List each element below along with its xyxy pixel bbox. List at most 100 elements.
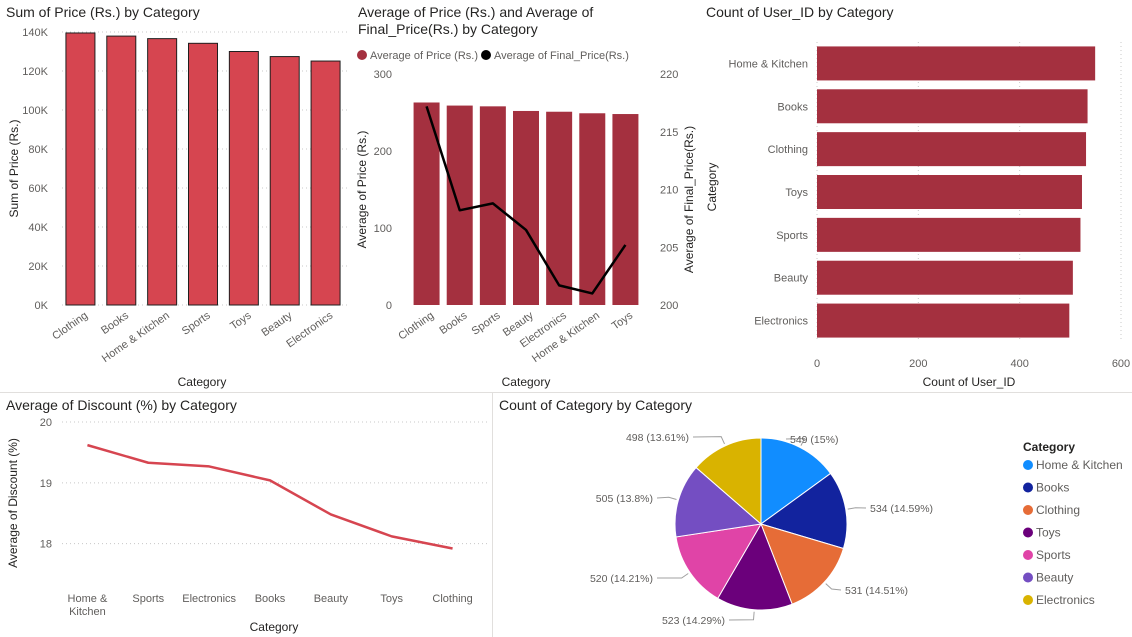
legend-label: Clothing bbox=[1036, 503, 1080, 517]
bar bbox=[817, 260, 1073, 295]
y-tick-label-left: 100 bbox=[374, 223, 392, 235]
bar bbox=[817, 132, 1087, 167]
y-tick-label-right: 200 bbox=[660, 300, 678, 312]
y-tick-label: 0K bbox=[35, 300, 49, 312]
sum-price-chart-panel: Sum of Price (Rs.) by Category 0K 20K 40K 6… bbox=[0, 0, 352, 392]
bar bbox=[612, 114, 639, 305]
y-axis-title: Average of Discount (%) bbox=[6, 438, 20, 568]
y-tick-label: 60K bbox=[28, 183, 48, 195]
bar bbox=[147, 38, 178, 306]
bar bbox=[546, 111, 573, 305]
x-axis-title: Category bbox=[178, 375, 227, 389]
legend-label-final-price: Average of Final_Price(Rs.) bbox=[494, 50, 629, 62]
final-price-line bbox=[425, 105, 627, 295]
y-tick-label-right: 215 bbox=[660, 127, 678, 139]
avg-price-combo-chart-panel: Average of Price (Rs.) and Average of Fi… bbox=[352, 0, 700, 392]
y-tick-label: Sports bbox=[776, 230, 808, 242]
y-tick-label: 40K bbox=[28, 222, 48, 234]
bar bbox=[269, 56, 300, 306]
y-tick-label: 140K bbox=[22, 27, 48, 39]
x-tick-label: Electronics bbox=[284, 309, 335, 350]
x-tick-label: Clothing bbox=[50, 310, 90, 343]
x-tick-label: Sports bbox=[132, 593, 164, 605]
leader-line bbox=[728, 611, 755, 621]
data-label: 523 (14.29%) bbox=[662, 615, 725, 627]
x-tick-label: Electronics bbox=[182, 593, 236, 605]
x-tick-label: Toys bbox=[228, 309, 254, 332]
leader-line bbox=[656, 496, 677, 500]
discount-line bbox=[87, 443, 453, 550]
x-tick-label: Books bbox=[255, 593, 286, 605]
data-label: 534 (14.59%) bbox=[870, 503, 933, 515]
bar bbox=[513, 110, 539, 306]
pie-slice bbox=[675, 523, 762, 600]
x-tick-label: Books bbox=[99, 309, 131, 337]
legend-marker-final-price bbox=[481, 50, 491, 60]
y-tick-label: 100K bbox=[22, 105, 48, 117]
discount-chart-panel: Average of Discount (%) by Category 18 19… bbox=[0, 393, 492, 637]
y-tick-label: Toys bbox=[785, 187, 808, 199]
data-label: 549 (15%) bbox=[790, 434, 838, 446]
y-tick-label-right: 210 bbox=[660, 185, 678, 197]
legend-marker-price bbox=[357, 50, 367, 60]
discount-line-chart: 18 19 20 Home & Kitchen Sports Electronics Book… bbox=[6, 417, 488, 634]
bar bbox=[188, 42, 218, 306]
chart-title: Count of Category by Category bbox=[499, 397, 692, 413]
data-label: 498 (13.61%) bbox=[626, 432, 689, 444]
y-axis-title-right: Average of Final_Price(Rs.) bbox=[682, 126, 696, 273]
y-tick-label: Electronics bbox=[754, 316, 808, 328]
x-tick-label: Books bbox=[438, 309, 470, 337]
x-tick-label: Home & Kitchen bbox=[68, 593, 108, 618]
avg-price-combo-chart: Average of Price (Rs.) Average of Final_P… bbox=[355, 50, 696, 389]
bar bbox=[817, 217, 1081, 252]
bar bbox=[310, 60, 341, 306]
leader-line bbox=[825, 583, 842, 591]
pie-slice bbox=[674, 466, 763, 538]
legend-label: Sports bbox=[1036, 548, 1071, 562]
leader-line bbox=[847, 507, 867, 510]
y-axis-title: Category bbox=[705, 163, 719, 212]
x-tick-label: 200 bbox=[909, 358, 927, 370]
legend-marker bbox=[1023, 595, 1033, 605]
y-tick-label: 80K bbox=[28, 144, 48, 156]
y-tick-label: Clothing bbox=[768, 144, 808, 156]
data-label: 505 (13.8%) bbox=[596, 493, 653, 505]
y-tick-label-left: 200 bbox=[374, 146, 392, 158]
bar bbox=[228, 51, 259, 306]
bar bbox=[817, 46, 1096, 81]
y-tick-label: 20K bbox=[28, 261, 48, 273]
legend-title: Category bbox=[1023, 440, 1075, 454]
bar bbox=[817, 89, 1088, 124]
x-axis-title: Category bbox=[250, 620, 299, 634]
x-tick-label: Toys bbox=[610, 309, 636, 332]
leader-line bbox=[692, 436, 725, 445]
y-tick-label-right: 220 bbox=[660, 69, 678, 81]
chart-title: Average of Discount (%) by Category bbox=[6, 397, 237, 413]
x-tick-label: Beauty bbox=[259, 309, 294, 339]
chart-title: Sum of Price (Rs.) by Category bbox=[6, 4, 200, 20]
legend-marker bbox=[1023, 550, 1033, 560]
category-pie-chart-panel: Count of Category by Category 549 (15%) 5… bbox=[493, 393, 1132, 637]
y-tick-label: 120K bbox=[22, 66, 48, 78]
legend-label: Electronics bbox=[1036, 593, 1095, 607]
leader-line bbox=[785, 437, 806, 446]
legend-marker bbox=[1023, 460, 1033, 470]
bar bbox=[817, 303, 1070, 338]
y-tick-label: 20 bbox=[40, 417, 52, 429]
legend-marker bbox=[1023, 482, 1033, 493]
x-tick-label: Sports bbox=[470, 309, 503, 337]
y-tick-label: Beauty bbox=[774, 273, 809, 285]
leader-line bbox=[656, 573, 689, 579]
y-tick-label-right: 205 bbox=[660, 242, 678, 254]
horizontal-divider bbox=[0, 392, 1132, 393]
pie-slice bbox=[759, 472, 848, 550]
user-count-bar-chart: 0 200 400 600 Home & Kitchen Books Clothing Toy… bbox=[705, 42, 1130, 389]
bar bbox=[65, 32, 96, 306]
bar bbox=[106, 35, 137, 306]
x-tick-label: Clothing bbox=[396, 310, 436, 343]
vertical-divider bbox=[492, 393, 493, 637]
x-tick-label: Beauty bbox=[314, 593, 349, 605]
y-axis-title: Sum of Price (Rs.) bbox=[7, 119, 21, 217]
legend-label: Beauty bbox=[1036, 571, 1073, 585]
